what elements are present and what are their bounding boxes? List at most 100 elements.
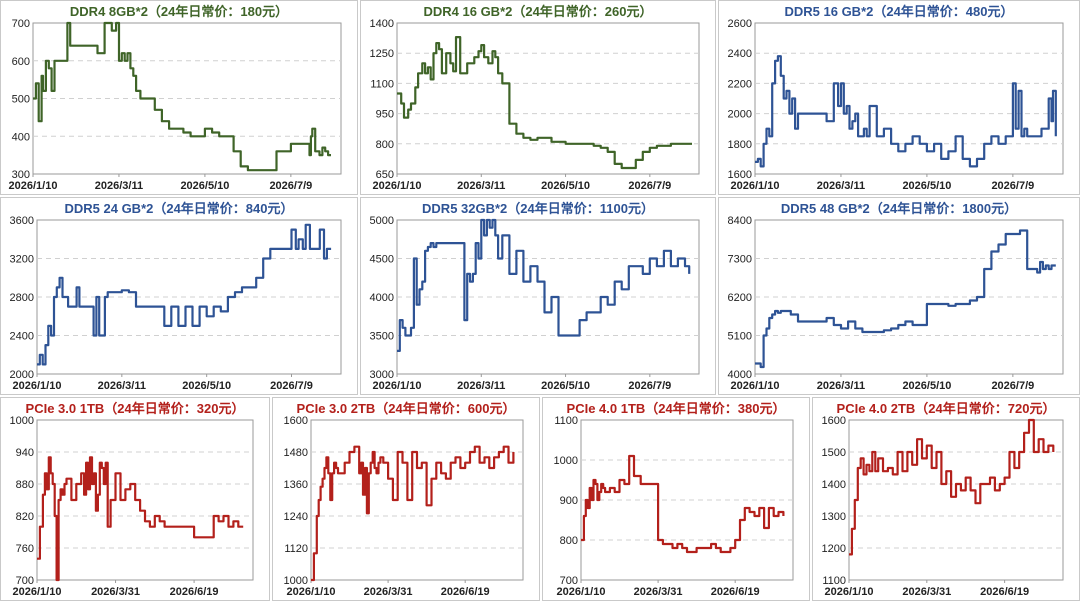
chart-svg: 2000 2400 2800 3200 3600 2026/1/10 2026/3/11 20… — [10, 215, 342, 392]
chart-title: DDR5 48 GB*2（24年日常价：1800元） — [780, 201, 1018, 216]
y-tick-label: 1240 — [284, 511, 308, 523]
y-tick-label: 1480 — [284, 447, 308, 459]
x-tick-label: 2026/7/9 — [628, 380, 671, 392]
x-tick-label: 2026/6/19 — [711, 586, 760, 598]
price-series-line — [311, 445, 515, 582]
chart-title: DDR5 16 GB*2（24年日常价：480元） — [784, 4, 1014, 19]
chart-svg: 650 800 950 1100 1250 1400 2026/1/10 2026/3/11 2… — [370, 18, 700, 192]
x-tick-label: 2026/3/11 — [817, 380, 865, 392]
y-tick-label: 1120 — [284, 543, 308, 555]
x-tick-label: 2026/3/11 — [98, 380, 146, 392]
x-tick-label: 2026/6/19 — [980, 586, 1029, 598]
y-tick-label: 800 — [376, 139, 394, 151]
x-tick-label: 2026/1/10 — [13, 586, 62, 598]
y-tick-label: 3000 — [370, 369, 394, 381]
price-series-line — [397, 218, 691, 352]
x-tick-label: 2026/5/10 — [541, 180, 590, 192]
x-tick-label: 2026/5/10 — [182, 380, 231, 392]
chart-title: DDR4 8GB*2（24年日常价：180元） — [69, 4, 289, 19]
x-tick-label: 2026/7/9 — [269, 180, 312, 192]
x-tick-label: 2026/3/11 — [457, 380, 505, 392]
y-tick-label: 5100 — [728, 331, 752, 343]
y-tick-label: 950 — [376, 109, 394, 121]
y-tick-label: 2800 — [10, 292, 34, 304]
y-tick-label: 1600 — [728, 169, 752, 181]
y-tick-label: 1400 — [370, 18, 394, 30]
chart-title: PCIe 3.0 2TB（24年日常价：600元） — [296, 401, 516, 416]
price-series-line — [37, 456, 244, 582]
price-series-line — [581, 454, 785, 554]
y-tick-label: 1100 — [822, 575, 846, 587]
x-tick-label: 2026/7/9 — [991, 380, 1034, 392]
x-tick-label: 2026/3/31 — [902, 586, 951, 598]
x-tick-label: 2026/5/10 — [902, 380, 951, 392]
x-tick-label: 2026/1/10 — [287, 586, 336, 598]
y-tick-label: 600 — [12, 56, 30, 68]
x-tick-label: 2026/3/11 — [457, 180, 505, 192]
plot-area — [754, 22, 1064, 175]
price-series-line — [755, 229, 1056, 369]
price-series-line — [37, 223, 332, 366]
y-tick-label: 820 — [16, 511, 34, 523]
y-tick-label: 8400 — [728, 215, 752, 227]
y-tick-label: 1250 — [370, 48, 394, 60]
y-tick-label: 760 — [16, 543, 34, 555]
chart-svg: 700 760 820 880 940 1000 2026/1/10 2026/3/31 202… — [10, 415, 254, 598]
chart-panel-pcie4-2tb: PCIe 4.0 2TB（24年日常价：720元） 1100 1200 1300 14… — [812, 397, 1080, 601]
chart-svg: 300 400 500 600 700 2026/1/10 2026/3/11 2026/5/… — [9, 18, 342, 192]
y-tick-label: 1600 — [822, 415, 846, 427]
y-tick-label: 650 — [376, 169, 394, 181]
plot-area — [36, 419, 254, 581]
chart-panel-ddr4-16gb: DDR4 16 GB*2（24年日常价：260元） 650 800 950 1100 1… — [360, 0, 716, 195]
y-tick-label: 3500 — [370, 331, 394, 343]
y-tick-label: 800 — [560, 535, 578, 547]
x-tick-label: 2026/3/31 — [634, 586, 683, 598]
price-series-line — [33, 21, 331, 172]
y-tick-label: 4000 — [370, 292, 394, 304]
x-tick-label: 2026/1/10 — [373, 380, 422, 392]
chart-panel-ddr5-48gb: DDR5 48 GB*2（24年日常价：1800元） 4000 5100 6200 7… — [718, 197, 1080, 395]
y-tick-label: 1200 — [822, 543, 846, 555]
y-tick-label: 2600 — [728, 18, 752, 30]
y-tick-label: 4000 — [728, 369, 752, 381]
chart-panel-pcie4-1tb: PCIe 4.0 1TB（24年日常价：380元） 700 800 900 1000 1… — [542, 397, 810, 601]
y-tick-label: 2000 — [10, 369, 34, 381]
y-tick-label: 1500 — [822, 447, 846, 459]
chart-title: PCIe 4.0 2TB（24年日常价：720元） — [836, 401, 1056, 416]
chart-panel-pcie3-1tb: PCIe 3.0 1TB（24年日常价：320元） 700 760 820 880 94… — [0, 397, 270, 601]
chart-svg: 1000 1120 1240 1360 1480 1600 2026/1/10 2026/3/… — [284, 415, 524, 598]
y-tick-label: 3600 — [10, 215, 34, 227]
y-tick-label: 500 — [12, 94, 30, 106]
y-tick-label: 2200 — [728, 78, 752, 90]
y-tick-label: 2400 — [10, 331, 34, 343]
chart-panel-ddr5-32gb: DDR5 32GB*2（24年日常价：1100元） 3000 3500 4000 45… — [360, 197, 716, 395]
chart-panel-ddr5-16gb: DDR5 16 GB*2（24年日常价：480元） 1600 1800 2000 22… — [718, 0, 1080, 195]
y-tick-label: 880 — [16, 479, 34, 491]
price-series-line — [397, 36, 692, 170]
plot-area — [848, 419, 1064, 581]
y-tick-label: 700 — [560, 575, 578, 587]
y-tick-label: 1000 — [284, 575, 308, 587]
x-tick-label: 2026/7/9 — [991, 180, 1034, 192]
chart-title: PCIe 4.0 1TB（24年日常价：380元） — [566, 401, 786, 416]
y-tick-label: 1300 — [822, 511, 846, 523]
chart-title: PCIe 3.0 1TB（24年日常价：320元） — [25, 401, 245, 416]
y-tick-label: 1800 — [728, 139, 752, 151]
y-tick-label: 4500 — [370, 254, 394, 266]
chart-title: DDR5 32GB*2（24年日常价：1100元） — [422, 201, 654, 216]
x-tick-label: 2026/5/10 — [541, 380, 590, 392]
y-tick-label: 940 — [16, 447, 34, 459]
x-tick-label: 2026/5/10 — [902, 180, 951, 192]
y-tick-label: 5000 — [370, 215, 394, 227]
chart-panel-pcie3-2tb: PCIe 3.0 2TB（24年日常价：600元） 1000 1120 1240 13… — [272, 397, 540, 601]
y-tick-label: 1000 — [554, 455, 578, 467]
x-tick-label: 2026/6/19 — [170, 586, 219, 598]
x-tick-label: 2026/7/9 — [270, 380, 313, 392]
y-tick-label: 6200 — [728, 292, 752, 304]
x-tick-label: 2026/7/9 — [628, 180, 671, 192]
y-tick-label: 1100 — [554, 415, 578, 427]
y-tick-label: 7300 — [728, 254, 752, 266]
chart-svg: 1600 1800 2000 2200 2400 2600 2026/1/10 2026/3/… — [728, 18, 1064, 192]
chart-svg: 1100 1200 1300 1400 1500 1600 2026/1/10 2026/3/… — [822, 415, 1064, 598]
